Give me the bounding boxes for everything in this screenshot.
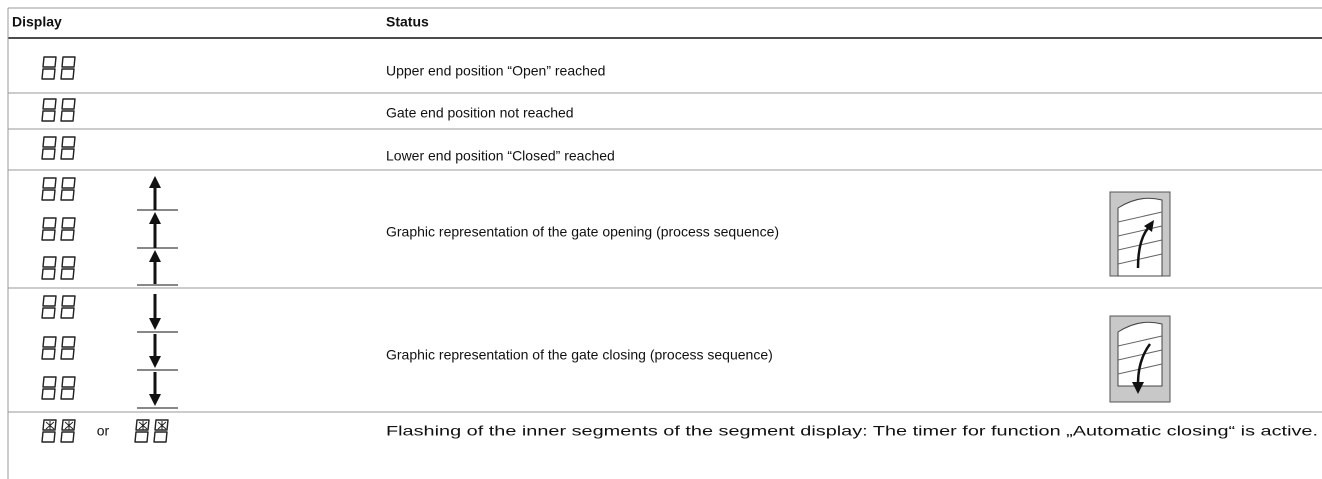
segment-display [42,99,75,121]
segment-display [42,137,75,159]
segment-display [42,57,75,79]
header-status: Status [386,14,429,30]
segment-display [42,377,75,399]
segment-display [42,218,75,240]
arrow-tick [137,209,178,409]
status-text: Gate end position not reached [386,105,574,121]
segment-display [42,296,75,318]
gate-closing-icon [1109,315,1171,403]
status-text: Graphic representation of the gate openi… [386,224,779,240]
segment-display [42,257,75,279]
header-display: Display [12,14,62,30]
status-text: Flashing of the inner segments of the se… [386,423,1318,439]
status-text: Upper end position “Open” reached [386,63,605,79]
arrow-down [149,294,161,406]
gate-opening-icon [1109,191,1171,277]
arrow-up [149,176,161,284]
or-label: or [97,423,110,439]
segment-display [135,420,168,442]
segment-display [42,178,75,200]
status-text: Lower end position “Closed” reached [386,148,615,164]
segment-display [42,420,75,442]
status-text: Graphic representation of the gate closi… [386,347,773,363]
segment-display [42,337,75,359]
